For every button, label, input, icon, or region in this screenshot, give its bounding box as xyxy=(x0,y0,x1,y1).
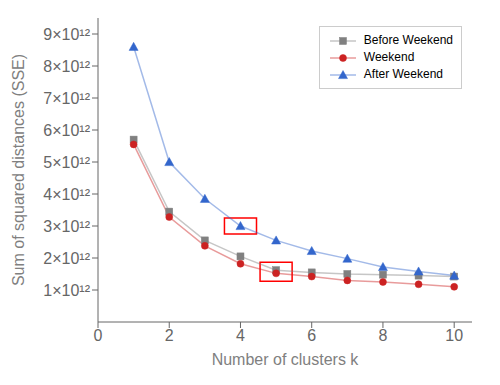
html-text:After Weekend: After Weekend xyxy=(363,67,443,81)
svg-text:4: 4 xyxy=(236,327,245,344)
svg-text:4×10¹²: 4×10¹² xyxy=(43,186,90,203)
svg-text:5×10¹²: 5×10¹² xyxy=(43,154,90,171)
svg-text:Sum of squared distances (SSE): Sum of squared distances (SSE) xyxy=(10,54,27,286)
html-text:Weekend: Weekend xyxy=(363,50,415,64)
svg-text:2: 2 xyxy=(165,327,174,344)
svg-text:0: 0 xyxy=(94,327,103,344)
svg-text:1×10¹²: 1×10¹² xyxy=(43,282,90,299)
svg-text:6: 6 xyxy=(307,327,316,344)
svg-text:10: 10 xyxy=(445,327,463,344)
html-text:Before Weekend: Before Weekend xyxy=(363,33,453,47)
svg-text:Number of clusters k: Number of clusters k xyxy=(212,351,360,368)
svg-text:3×10¹²: 3×10¹² xyxy=(43,218,90,235)
svg-text:6×10¹²: 6×10¹² xyxy=(43,122,90,139)
svg-text:8×10¹²: 8×10¹² xyxy=(43,58,90,75)
svg-text:8: 8 xyxy=(378,327,387,344)
svg-text:7×10¹²: 7×10¹² xyxy=(43,90,90,107)
svg-text:9×10¹²: 9×10¹² xyxy=(43,26,90,43)
svg-text:2×10¹²: 2×10¹² xyxy=(43,250,90,267)
